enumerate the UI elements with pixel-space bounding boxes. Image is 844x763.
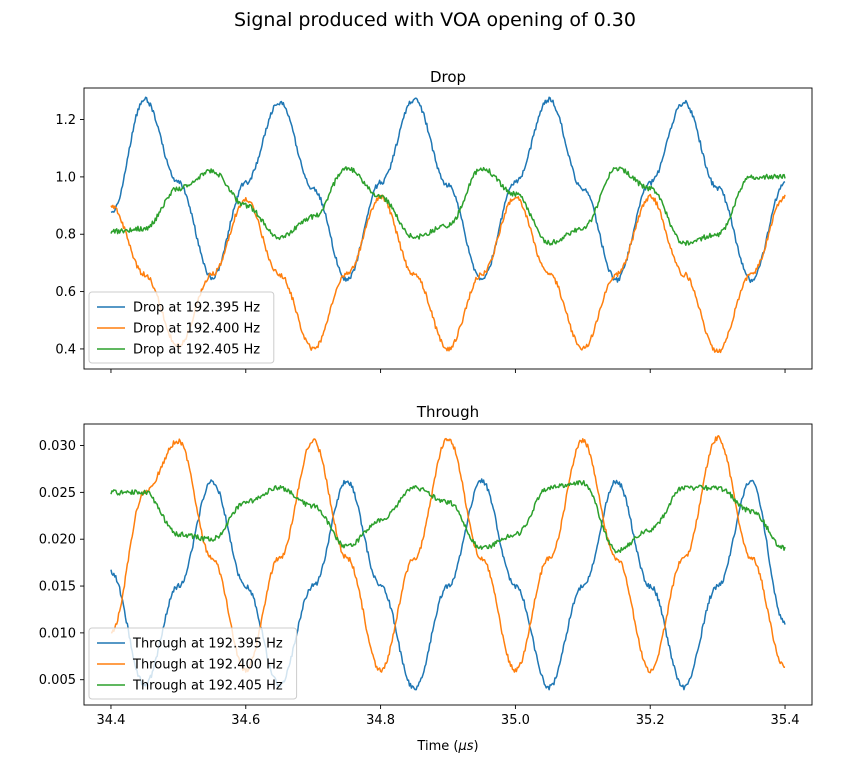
through-legend-label-1: Through at 192.395 Hz bbox=[132, 637, 283, 652]
through-series-line-2 bbox=[110, 435, 786, 674]
drop-legend-label-2: Drop at 192.400 Hz bbox=[133, 322, 260, 337]
drop-y-tick-label: 0.8 bbox=[55, 228, 76, 243]
through-x-tick-label: 34.6 bbox=[231, 713, 260, 728]
through-y-tick-label: 0.015 bbox=[39, 580, 76, 595]
drop-legend: Drop at 192.395 Hz Drop at 192.400 Hz Drop… bbox=[88, 291, 275, 364]
drop-series-line-1 bbox=[110, 96, 786, 284]
through-x-tick-label: 35.2 bbox=[636, 713, 665, 728]
drop-series-line-3 bbox=[110, 166, 786, 246]
drop-legend-box bbox=[88, 291, 275, 364]
through-panel: Through 34.4 34.6 34.8 35.0 35.2 35.4 0.005 0.0… bbox=[39, 403, 813, 728]
through-legend-label-3: Through at 192.405 Hz bbox=[132, 679, 283, 694]
through-x-tick-label: 34.4 bbox=[96, 713, 125, 728]
drop-series-line-2 bbox=[110, 193, 786, 354]
drop-axes-frame bbox=[83, 87, 813, 370]
through-y-tick-label: 0.025 bbox=[39, 486, 76, 501]
through-x-tick-label: 35.0 bbox=[501, 713, 530, 728]
through-x-tick-label: 35.4 bbox=[771, 713, 800, 728]
drop-legend-label-1: Drop at 192.395 Hz bbox=[133, 301, 260, 316]
through-y-tick-label: 0.020 bbox=[39, 533, 76, 548]
drop-y-tick-label: 1.0 bbox=[55, 170, 76, 185]
through-axes-frame bbox=[83, 423, 813, 706]
through-plot-area: 34.4 34.6 34.8 35.0 35.2 35.4 0.005 0.010 0.015 0… bbox=[39, 423, 813, 728]
through-y-tick-label: 0.005 bbox=[39, 673, 76, 688]
drop-y-tick-label: 1.2 bbox=[55, 113, 76, 128]
through-series-line-1 bbox=[110, 478, 786, 691]
through-legend-label-2: Through at 192.400 Hz bbox=[132, 658, 283, 673]
through-y-tick-label: 0.030 bbox=[39, 439, 76, 454]
through-legend-box bbox=[88, 627, 298, 700]
through-legend: Through at 192.395 Hz Through at 192.400 … bbox=[88, 627, 298, 700]
drop-legend-label-3: Drop at 192.405 Hz bbox=[133, 343, 260, 358]
through-series-line-3 bbox=[110, 480, 786, 554]
through-y-tick-label: 0.010 bbox=[39, 626, 76, 641]
through-x-tick-label: 34.8 bbox=[366, 713, 395, 728]
figure-title: Signal produced with VOA opening of 0.30 bbox=[234, 9, 636, 31]
drop-y-tick-label: 0.4 bbox=[55, 342, 76, 357]
drop-y-tick-label: 0.6 bbox=[55, 285, 76, 300]
drop-panel-title: Drop bbox=[430, 68, 466, 86]
through-panel-title: Through bbox=[416, 403, 479, 421]
x-axis-label: Time (μs) bbox=[416, 739, 478, 754]
